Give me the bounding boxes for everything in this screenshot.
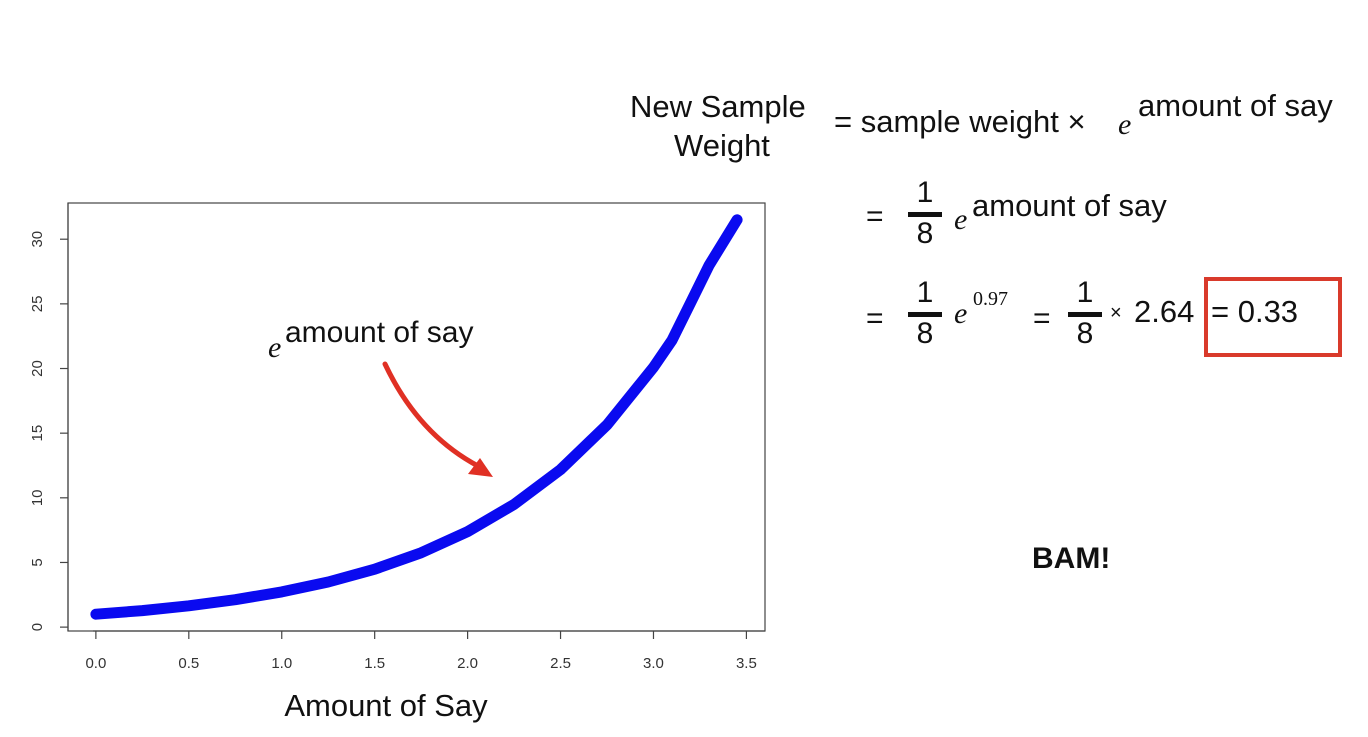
y-tick-label: 0 [29,623,46,631]
y-axis-ticks: 0 5 10 15 20 25 30 [29,231,68,631]
line3-equals2: = [1033,302,1051,335]
line2-exponent: amount of say [972,188,1167,223]
line3-numerator: 1 [916,276,934,309]
line2-numerator: 1 [916,176,934,209]
line3-fraction2: 1 8 [1068,278,1102,349]
line3-fraction: 1 8 [908,278,942,349]
rhs-e: e [1118,108,1132,141]
y-tick-label: 5 [29,558,46,566]
line2-e: e [954,203,968,236]
annotation-exponent: amount of say [285,316,473,349]
annotation-base: e [268,331,281,364]
y-tick-label: 30 [29,231,46,248]
lhs-line2: Weight [674,128,770,163]
y-tick-label: 15 [29,425,46,442]
line2-fraction: 1 8 [908,178,942,249]
y-tick-label: 20 [29,360,46,377]
fraction-bar [1068,312,1102,317]
line3-value: 2.64 [1134,294,1195,329]
curve-annotation: e amount of say [268,316,493,477]
y-tick-label: 10 [29,489,46,506]
x-tick-label: 3.5 [736,655,757,672]
x-tick-label: 1.5 [364,655,385,672]
line3-denominator: 8 [916,317,934,350]
series-group [90,214,743,620]
lhs-line1: New Sample [630,89,806,124]
x-tick-label: 0.5 [178,655,199,672]
rhs-exponent: amount of say [1138,88,1333,123]
line3-result: = 0.33 [1211,294,1299,329]
line3-numerator2: 1 [1076,276,1094,309]
rhs-text: = sample weight × [834,104,1086,139]
series-line [90,214,743,620]
bam-exclamation: BAM! [1032,542,1111,575]
fraction-bar [908,312,942,317]
line3-equals: = [866,302,884,335]
x-tick-label: 3.0 [643,655,664,672]
line3-times: × [1110,302,1122,324]
annotation-arrow-shaft [382,361,481,469]
x-tick-label: 2.0 [457,655,478,672]
x-axis-label: Amount of Say [284,688,488,723]
x-tick-label: 2.5 [550,655,571,672]
line3-e: e [954,297,968,330]
annotation-arrowhead [468,458,493,477]
x-tick-label: 1.0 [271,655,292,672]
chart: 0.0 0.5 1.0 1.5 2.0 2.5 3.0 3.5 0 5 10 15 20 25 30 Am… [29,202,766,723]
line2-equals: = [866,200,884,233]
line3-exponent: 0.97 [973,288,1008,310]
fraction-bar [908,212,942,217]
x-tick-label: 0.0 [85,655,106,672]
answer-highlight-box [1204,277,1342,357]
line3-denominator2: 8 [1076,317,1094,350]
y-tick-label: 25 [29,296,46,313]
x-axis-ticks: 0.0 0.5 1.0 1.5 2.0 2.5 3.0 3.5 [85,631,757,672]
line2-denominator: 8 [916,217,934,250]
